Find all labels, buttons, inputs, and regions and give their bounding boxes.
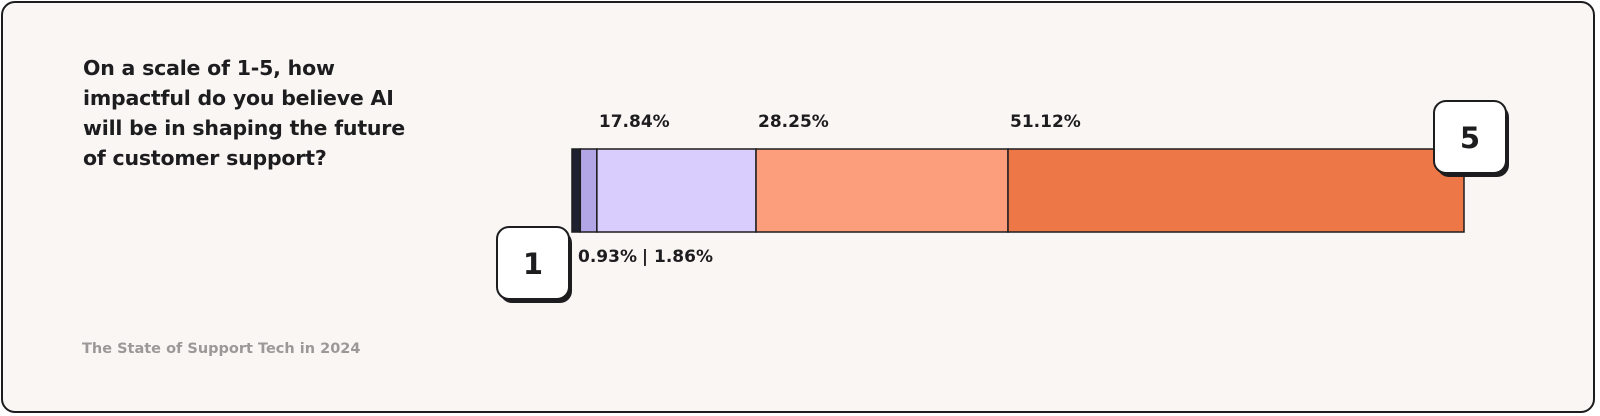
data-label-5: 51.12% bbox=[1010, 112, 1081, 132]
data-label-2: | 1.86% bbox=[642, 247, 713, 267]
source-note: The State of Support Tech in 2024 bbox=[82, 341, 361, 357]
bar-segment-3 bbox=[596, 148, 757, 233]
scale-min-label: 1 bbox=[523, 247, 543, 281]
bar-segment-4 bbox=[755, 148, 1009, 233]
scale-max-label: 5 bbox=[1460, 121, 1480, 155]
question-title: On a scale of 1-5, how impactful do you … bbox=[83, 56, 405, 170]
data-label-1: 0.93% bbox=[578, 247, 637, 267]
scale-min-box bbox=[496, 226, 570, 300]
bar-segment-2 bbox=[579, 148, 598, 233]
data-label-4: 28.25% bbox=[758, 112, 829, 132]
data-label-3: 17.84% bbox=[599, 112, 670, 132]
scale-max-box bbox=[1433, 100, 1507, 174]
bar-segment-5 bbox=[1007, 148, 1465, 233]
bar-segment-1 bbox=[571, 148, 582, 233]
